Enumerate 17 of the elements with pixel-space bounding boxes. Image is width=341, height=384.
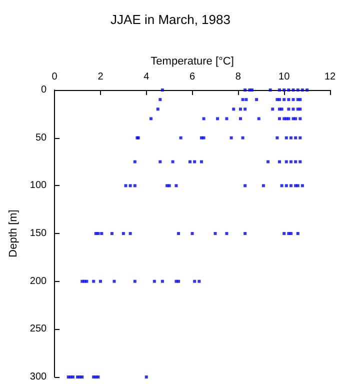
x-tick-label: 8 [235, 72, 242, 82]
x-tick-label: 0 [52, 72, 58, 82]
x-tick-label: 6 [190, 72, 196, 82]
y-tick-label: 250 [30, 324, 48, 335]
x-tick-label: 4 [144, 72, 150, 82]
chart-title: JJAE in March, 1983 [110, 12, 230, 27]
x-tick-label: 10 [278, 72, 290, 82]
y-tick-label: 300 [30, 372, 48, 382]
y-tick-label: 50 [35, 132, 48, 144]
y-tick-label: 200 [30, 276, 48, 287]
y-axis-title: Depth [m] [8, 210, 20, 258]
x-tick-label: 12 [324, 72, 336, 82]
x-tick-label: 2 [98, 72, 104, 82]
y-tick-label: 0 [41, 84, 48, 96]
x-axis-title: Temperature [°C] [150, 56, 234, 68]
y-tick-label: 100 [30, 180, 48, 192]
y-tick-label: 150 [30, 228, 48, 239]
